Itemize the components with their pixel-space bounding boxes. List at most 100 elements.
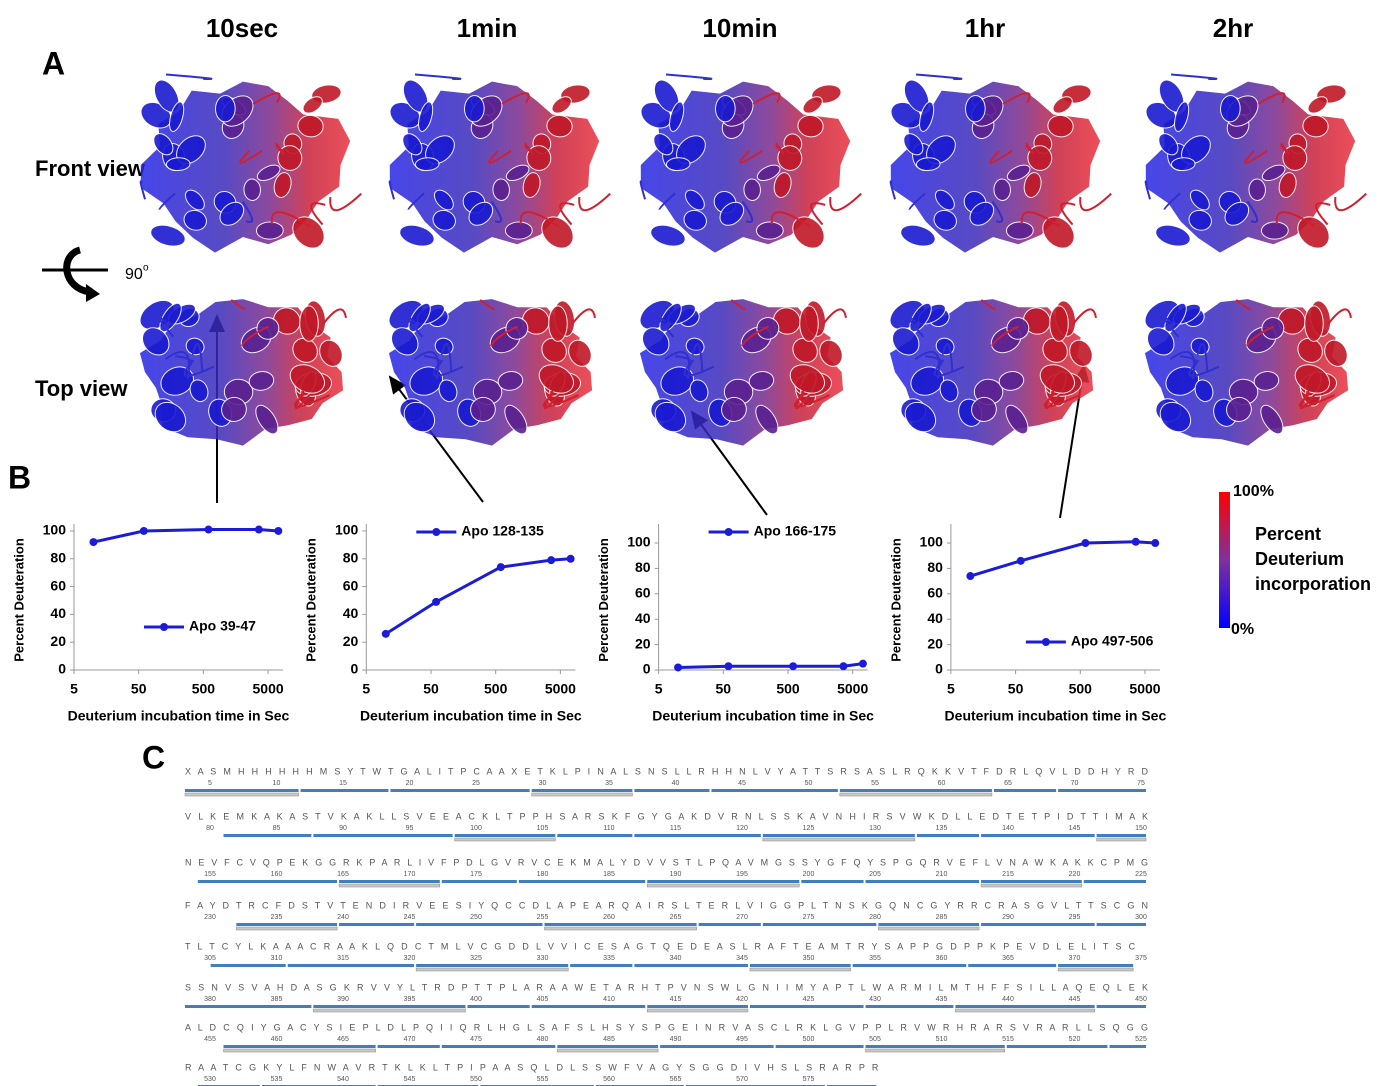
loop bbox=[519, 211, 560, 228]
helix bbox=[1188, 209, 1212, 231]
residue-number: 30 bbox=[539, 780, 547, 787]
loop bbox=[1315, 202, 1331, 226]
legend-label: Apo 166-175 bbox=[754, 523, 837, 539]
coverage-bar bbox=[287, 964, 415, 967]
residue-number: 425 bbox=[803, 996, 815, 1003]
helix bbox=[1194, 379, 1214, 403]
loop bbox=[489, 325, 519, 347]
helix bbox=[546, 114, 573, 138]
line-chart: 0 20 40 60 80 100 5 50 500 5000 Deuterium incubati… bbox=[596, 523, 874, 724]
residue-number: 475 bbox=[470, 1036, 482, 1043]
data-point bbox=[204, 525, 213, 534]
residue-number: 265 bbox=[670, 914, 682, 921]
coverage-bar bbox=[749, 964, 851, 967]
helix bbox=[289, 364, 326, 394]
helix bbox=[184, 189, 205, 211]
protein-structure bbox=[639, 299, 847, 446]
coverage-bar-grey bbox=[865, 1048, 1006, 1053]
coverage-bar bbox=[981, 923, 1095, 926]
residue-number: 220 bbox=[1069, 871, 1081, 878]
protein-body bbox=[639, 299, 844, 446]
data-point bbox=[1151, 539, 1160, 548]
coverage-bar bbox=[339, 923, 415, 926]
residue-number: 545 bbox=[404, 1076, 416, 1083]
loop bbox=[1144, 180, 1152, 200]
helix bbox=[1260, 404, 1284, 435]
data-point bbox=[254, 525, 263, 534]
residue-number: 50 bbox=[805, 780, 813, 787]
coverage-bar bbox=[454, 834, 556, 837]
helix bbox=[1159, 401, 1192, 433]
rotation-unit: o bbox=[143, 263, 149, 274]
rotation-angle: 90 bbox=[125, 266, 143, 283]
helix bbox=[689, 379, 709, 403]
helix bbox=[669, 101, 685, 132]
data-point bbox=[1016, 556, 1025, 565]
loop bbox=[310, 202, 326, 226]
x-tick-label: 500 bbox=[1069, 681, 1093, 697]
residue-number: 175 bbox=[470, 871, 482, 878]
helix bbox=[797, 114, 824, 138]
loop bbox=[571, 308, 596, 325]
helix bbox=[792, 216, 825, 249]
loop bbox=[829, 192, 862, 212]
loop bbox=[240, 325, 270, 347]
loop bbox=[1025, 142, 1035, 155]
loop bbox=[501, 92, 530, 105]
helix bbox=[1248, 178, 1266, 201]
loop bbox=[907, 316, 925, 338]
helix bbox=[919, 101, 935, 132]
loop bbox=[295, 390, 311, 410]
time-title: 1hr bbox=[965, 13, 1005, 43]
helix bbox=[221, 396, 247, 422]
residue-number: 405 bbox=[537, 996, 549, 1003]
helix bbox=[568, 339, 592, 367]
helix bbox=[1278, 172, 1297, 198]
protein-structure bbox=[639, 73, 862, 253]
coverage-bar bbox=[223, 1045, 376, 1048]
y-tick-label: 60 bbox=[927, 585, 943, 601]
y-axis-label: Percent Deuteration bbox=[888, 538, 903, 662]
protein-body bbox=[139, 299, 344, 446]
residue-number: 40 bbox=[672, 780, 680, 787]
residue-number: 120 bbox=[736, 825, 748, 832]
coverage-bar bbox=[1096, 923, 1146, 926]
helix bbox=[1042, 337, 1068, 363]
helix bbox=[773, 172, 792, 198]
loop bbox=[414, 73, 462, 81]
residue-number: 45 bbox=[738, 780, 746, 787]
residue-number: 560 bbox=[603, 1076, 615, 1083]
sequence-residues: S S N V S V A H D A S G K R V V Y L T R … bbox=[185, 982, 1148, 992]
coverage-bar bbox=[416, 964, 569, 967]
x-tick-label: 5000 bbox=[1129, 681, 1160, 697]
coverage-bar bbox=[1058, 964, 1134, 967]
helix bbox=[418, 101, 434, 132]
coverage-bar bbox=[634, 834, 761, 837]
sequence-residues: V L K E M K A K A S T V K A K L L S V E … bbox=[185, 811, 1148, 821]
residue-number: 65 bbox=[1004, 780, 1012, 787]
y-tick-label: 0 bbox=[935, 661, 943, 677]
y-axis-label: Percent Deuteration bbox=[596, 538, 611, 662]
coverage-bar-grey bbox=[839, 792, 993, 797]
residue-number: 290 bbox=[1002, 914, 1014, 921]
x-tick-label: 5000 bbox=[545, 681, 576, 697]
loop bbox=[322, 308, 347, 325]
loop bbox=[752, 92, 781, 105]
loop bbox=[739, 150, 763, 164]
loop bbox=[524, 142, 534, 155]
residue-number: 390 bbox=[337, 996, 349, 1003]
residue-number: 480 bbox=[537, 1036, 549, 1043]
loop bbox=[980, 299, 996, 311]
y-tick-label: 40 bbox=[343, 605, 359, 621]
loop bbox=[925, 355, 943, 368]
coverage-bar-grey bbox=[184, 792, 299, 797]
loop bbox=[1072, 308, 1097, 325]
loop bbox=[191, 342, 204, 373]
helix bbox=[900, 224, 936, 247]
coverage-bar bbox=[531, 789, 633, 792]
helix bbox=[1297, 337, 1323, 363]
coverage-bar bbox=[1096, 834, 1146, 837]
residue-number: 145 bbox=[1069, 825, 1081, 832]
helix bbox=[464, 95, 485, 123]
protein-body bbox=[388, 299, 593, 446]
